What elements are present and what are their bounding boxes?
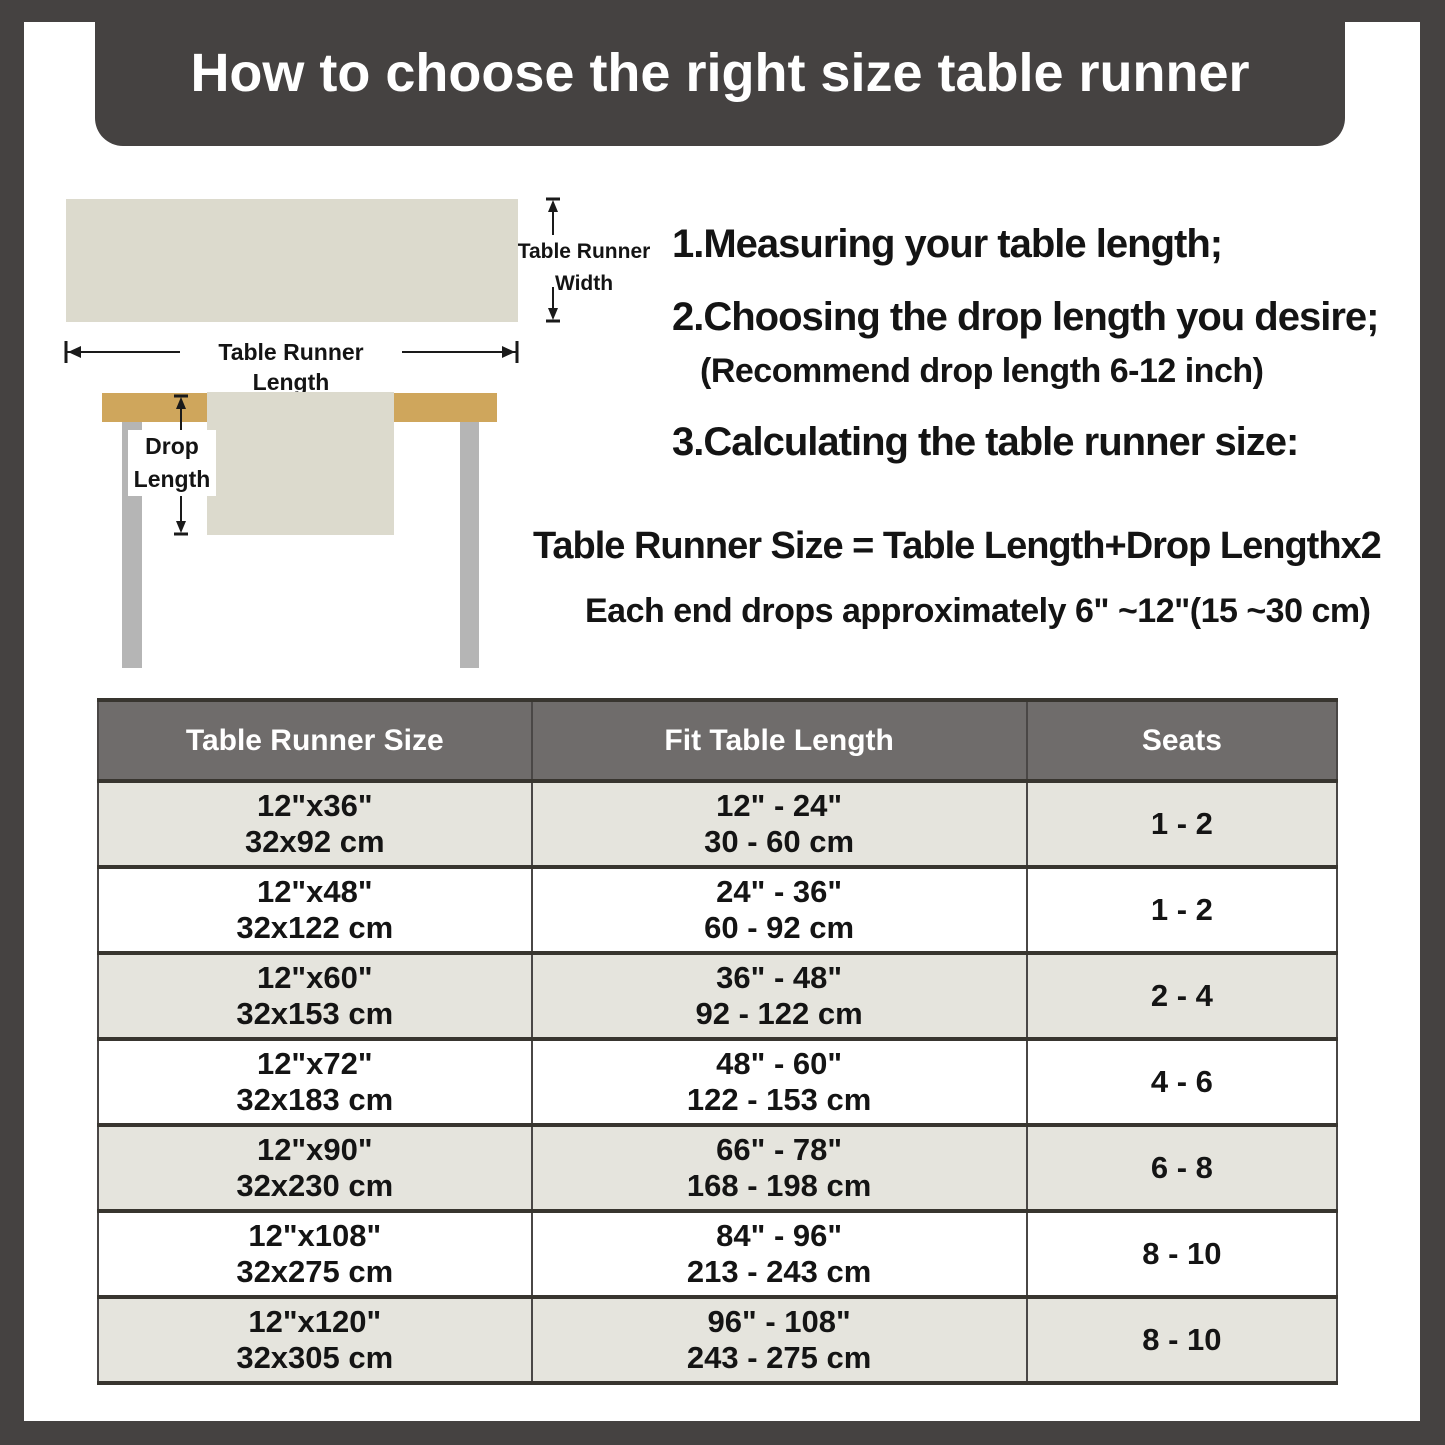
fit-length-cell: 24" - 36" 60 - 92 cm (530, 865, 1028, 955)
runner-size-cell: 12"x108" 32x275 cm (97, 1209, 533, 1299)
runner-size-inches: 12"x120" (248, 1304, 382, 1339)
seats-cell: 4 - 6 (1025, 1037, 1339, 1127)
fit-length-cm: 60 - 92 cm (704, 910, 855, 945)
width-arrow-icon (546, 197, 560, 323)
drop-label-line1: Drop (145, 433, 199, 459)
step-2-note: (Recommend drop length 6-12 inch) (700, 352, 1264, 390)
column-header-seats: Seats (1025, 698, 1339, 783)
seats-cell: 1 - 2 (1025, 865, 1339, 955)
column-header-runner-size: Table Runner Size (97, 698, 533, 783)
table-row: 12"x48" 32x122 cm 24" - 36" 60 - 92 cm 1… (97, 865, 1339, 955)
fit-length-cell: 96" - 108" 243 - 275 cm (530, 1295, 1028, 1385)
runner-size-cell: 12"x48" 32x122 cm (97, 865, 533, 955)
seats-cell: 2 - 4 (1025, 951, 1339, 1041)
fit-length-inches: 96" - 108" (707, 1304, 851, 1339)
fit-length-cell: 66" - 78" 168 - 198 cm (530, 1123, 1028, 1213)
fit-length-cell: 12" - 24" 30 - 60 cm (530, 779, 1028, 869)
seats-cell: 6 - 8 (1025, 1123, 1339, 1213)
fit-length-inches: 84" - 96" (716, 1218, 843, 1253)
header-banner: How to choose the right size table runne… (95, 0, 1345, 146)
width-label: Table Runner Width (509, 236, 659, 300)
table-row: 12"x72" 32x183 cm 48" - 60" 122 - 153 cm… (97, 1037, 1339, 1127)
fit-length-cell: 36" - 48" 92 - 122 cm (530, 951, 1028, 1041)
width-label-line2: Width (554, 272, 614, 295)
runner-top-view (66, 199, 518, 322)
table-row: 12"x90" 32x230 cm 66" - 78" 168 - 198 cm… (97, 1123, 1339, 1213)
drop-range-note: Each end drops approximately 6" ~12"(15 … (585, 592, 1371, 630)
size-table-body: 12"x36" 32x92 cm 12" - 24" 30 - 60 cm 1 … (97, 779, 1339, 1385)
fit-length-cell: 48" - 60" 122 - 153 cm (530, 1037, 1028, 1127)
drop-label-line2: Length (133, 466, 211, 492)
runner-size-cell: 12"x120" 32x305 cm (97, 1295, 533, 1385)
runner-size-inches: 12"x108" (248, 1218, 382, 1253)
table-leg-right (460, 422, 479, 668)
runner-size-inches: 12"x48" (256, 874, 373, 909)
runner-size-inches: 12"x60" (256, 960, 373, 995)
runner-size-cm: 32x305 cm (236, 1340, 394, 1375)
page-title: How to choose the right size table runne… (190, 43, 1250, 103)
table-row: 12"x108" 32x275 cm 84" - 96" 213 - 243 c… (97, 1209, 1339, 1299)
runner-size-inches: 12"x72" (256, 1046, 373, 1081)
table-row: 12"x120" 32x305 cm 96" - 108" 243 - 275 … (97, 1295, 1339, 1385)
runner-size-cm: 32x183 cm (236, 1082, 394, 1117)
table-row: 12"x60" 32x153 cm 36" - 48" 92 - 122 cm … (97, 951, 1339, 1041)
size-table-header-row: Table Runner Size Fit Table Length Seats (97, 698, 1339, 783)
size-table-header: Table Runner Size Fit Table Length Seats (97, 698, 1339, 783)
size-table: Table Runner Size Fit Table Length Seats… (97, 698, 1339, 1385)
fit-length-cm: 30 - 60 cm (704, 824, 855, 859)
step-1: 1.Measuring your table length; (672, 222, 1223, 266)
table-row: 12"x36" 32x92 cm 12" - 24" 30 - 60 cm 1 … (97, 779, 1339, 869)
fit-length-inches: 24" - 36" (716, 874, 843, 909)
drop-length-label: Drop Length (128, 430, 216, 496)
fit-length-cm: 213 - 243 cm (686, 1254, 872, 1289)
fit-length-cm: 92 - 122 cm (695, 996, 863, 1031)
runner-size-cm: 32x230 cm (236, 1168, 394, 1203)
fit-length-cell: 84" - 96" 213 - 243 cm (530, 1209, 1028, 1299)
length-label: Table Runner Length (180, 337, 402, 397)
step-3: 3.Calculating the table runner size: (672, 420, 1299, 464)
runner-size-cell: 12"x60" 32x153 cm (97, 951, 533, 1041)
seats-cell: 1 - 2 (1025, 779, 1339, 869)
runner-size-cell: 12"x72" 32x183 cm (97, 1037, 533, 1127)
width-label-line1: Table Runner (517, 240, 651, 263)
seats-cell: 8 - 10 (1025, 1209, 1339, 1299)
seats-cell: 8 - 10 (1025, 1295, 1339, 1385)
runner-size-cm: 32x275 cm (236, 1254, 394, 1289)
runner-size-cell: 12"x36" 32x92 cm (97, 779, 533, 869)
column-header-fit-length: Fit Table Length (530, 698, 1028, 783)
fit-length-cm: 168 - 198 cm (686, 1168, 872, 1203)
runner-size-formula: Table Runner Size = Table Length+Drop Le… (533, 525, 1382, 567)
fit-length-cm: 243 - 275 cm (686, 1340, 872, 1375)
runner-size-cm: 32x92 cm (244, 824, 385, 859)
fit-length-inches: 66" - 78" (716, 1132, 843, 1167)
fit-length-cm: 122 - 153 cm (686, 1082, 872, 1117)
step-2: 2.Choosing the drop length you desire; (672, 295, 1379, 339)
runner-size-cell: 12"x90" 32x230 cm (97, 1123, 533, 1213)
runner-size-cm: 32x122 cm (236, 910, 394, 945)
fit-length-inches: 36" - 48" (716, 960, 843, 995)
runner-size-cm: 32x153 cm (236, 996, 394, 1031)
fit-length-inches: 48" - 60" (716, 1046, 843, 1081)
runner-side-view (207, 392, 394, 535)
fit-length-inches: 12" - 24" (716, 788, 843, 823)
runner-size-inches: 12"x36" (256, 788, 373, 823)
runner-size-inches: 12"x90" (256, 1132, 373, 1167)
